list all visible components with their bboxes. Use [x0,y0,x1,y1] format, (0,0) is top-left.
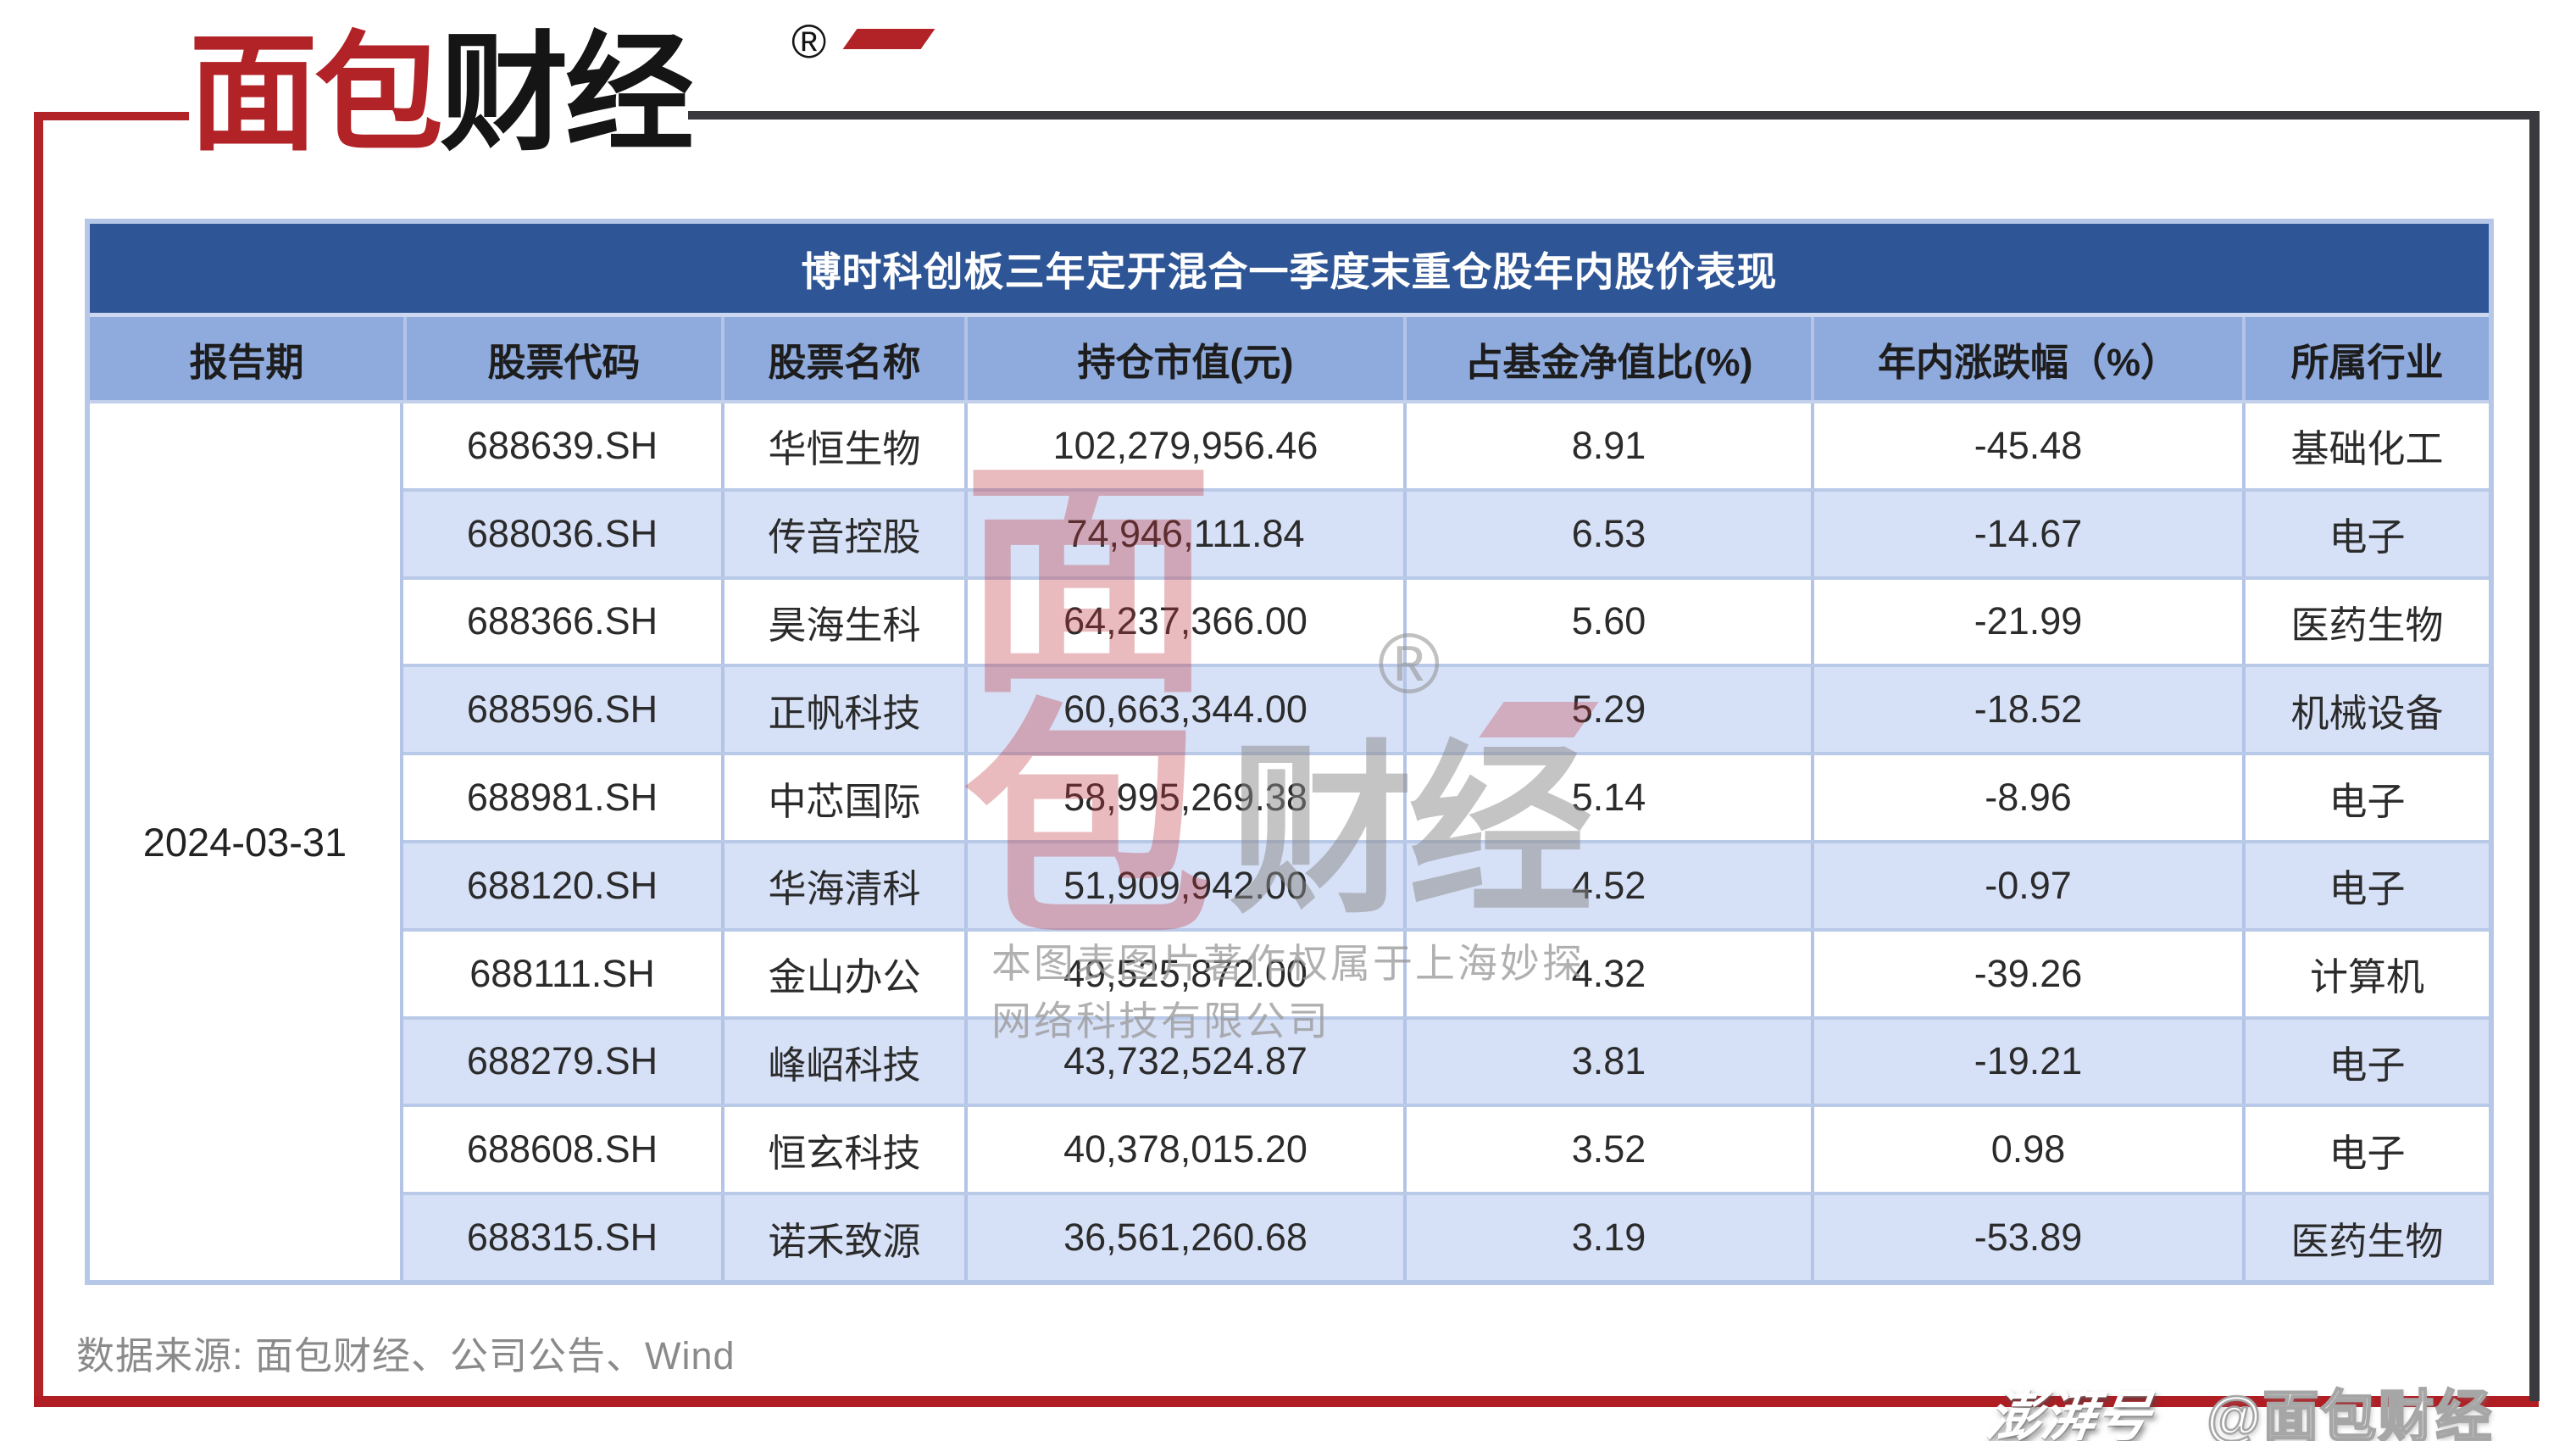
cell-value: 40,378,015.20 [964,1107,1403,1193]
cell-industry: 机械设备 [2242,667,2489,753]
cell-pct: 4.52 [1403,843,1811,928]
column-header-stock-code: 股票代码 [403,317,721,400]
frame-dark-top-line [688,111,2539,120]
cell-name: 昊海生科 [721,579,964,665]
cell-pct: 6.53 [1403,491,1811,576]
cell-code: 688596.SH [466,687,658,732]
cell-change: -0.97 [1811,843,2242,928]
cell-pct: 4.32 [1403,931,1811,1016]
cell-value: 64,237,366.00 [964,579,1403,665]
cell-name: 华海清科 [721,843,964,928]
column-header-stock-name: 股票名称 [721,317,964,400]
cell-industry: 电子 [2242,843,2489,928]
cell-code: 688366.SH [466,599,658,643]
cell-name: 传音控股 [721,491,964,576]
table-row: 688279.SH 峰岹科技 43,732,524.87 3.81 -19.21 电子 [403,1015,2489,1104]
column-header-industry: 所属行业 [2242,317,2489,400]
cell-change: -18.52 [1811,667,2242,753]
cell-change: -21.99 [1811,579,2242,665]
data-source-note: 数据来源: 面包财经、公司公告、Wind [76,1334,736,1377]
column-header-report-date: 报告期 [189,340,304,384]
cell-code: 688111.SH [469,951,655,995]
cell-industry: 电子 [2242,1019,2489,1104]
cell-value: 51,909,942.00 [964,843,1403,928]
cell-pct: 5.60 [1403,579,1811,665]
cell-pct: 3.52 [1403,1107,1811,1193]
table-rows: 688639.SH 华恒生物 102,279,956.46 8.91 -45.48 基础化… [403,403,2489,1280]
cell-value: 60,663,344.00 [964,667,1403,753]
cell-code: 688120.SH [466,863,658,907]
table-row: 688120.SH 华海清科 51,909,942.00 4.52 -0.97 电子 [403,839,2489,928]
cell-industry: 电子 [2242,1107,2489,1193]
cell-pct: 8.91 [1403,403,1811,488]
table-row: 688315.SH 诺禾致源 36,561,260.68 3.19 -53.89 医药生物 [403,1192,2489,1280]
table-row: 688981.SH 中芯国际 58,995,269.38 5.14 -8.96 电子 [403,752,2489,840]
account-watermark: @面包财经 [2206,1384,2494,1441]
cell-value: 74,946,111.84 [964,491,1403,576]
cell-name: 华恒生物 [721,403,964,488]
cell-code: 688279.SH [466,1039,658,1083]
brand-logo: 面包 财经 ® [189,14,935,166]
cell-change: -19.21 [1811,1019,2242,1104]
frame-red-left-line [34,112,43,1403]
cell-name: 正帆科技 [721,667,964,753]
cell-code: 688036.SH [466,511,658,555]
cell-code: 688639.SH [466,423,658,467]
brand-logo-red-text: 面包 [189,22,443,166]
cell-name: 诺禾致源 [721,1195,964,1280]
cell-code: 688981.SH [466,776,658,820]
cell-name: 中芯国际 [721,755,964,840]
table-row: 688036.SH 传音控股 74,946,111.84 6.53 -14.67 电子 [403,487,2489,576]
cell-industry: 医药生物 [2242,1195,2489,1280]
holdings-table: 博时科创板三年定开混合一季度末重仓股年内股价表现 报告期 股票代码 股票名称 持… [85,219,2494,1285]
cell-pct: 3.19 [1403,1195,1811,1280]
cell-industry: 计算机 [2242,931,2489,1016]
brand-logo-black-text: 财经 [440,22,694,166]
column-header-market-value: 持仓市值(元) [964,317,1403,400]
cell-change: -8.96 [1811,755,2242,840]
frame-red-bottom-line [34,1396,2539,1407]
frame-red-top-line [34,112,189,120]
cell-value: 58,995,269.38 [964,755,1403,840]
cell-industry: 电子 [2242,491,2489,576]
table-row: 688366.SH 昊海生科 64,237,366.00 5.60 -21.99 医药生物 [403,576,2489,665]
cell-pct: 5.14 [1403,755,1811,840]
cell-code: 688315.SH [466,1216,658,1260]
cell-pct: 3.81 [1403,1019,1811,1104]
column-header-net-value-pct: 占基金净值比(%) [1403,317,1811,400]
cell-name: 峰岹科技 [721,1019,964,1104]
frame-dark-right-line [2529,111,2540,1401]
cell-code: 688608.SH [466,1127,658,1171]
cell-industry: 电子 [2242,755,2489,840]
table-header-row: 报告期 股票代码 股票名称 持仓市值(元) 占基金净值比(%) 年内涨跌幅（%）… [90,317,2489,403]
cell-value: 102,279,956.46 [964,403,1403,488]
cell-value: 49,525,872.00 [964,931,1403,1016]
pengpai-platform-badge: 澎湃号 [1983,1386,2155,1441]
table-row: 688111.SH 金山办公 49,525,872.00 4.32 -39.26 计算机 [403,927,2489,1016]
column-header-ytd-change: 年内涨跌幅（%） [1811,317,2242,400]
registered-trademark-icon: ® [791,14,827,68]
cell-value: 36,561,260.68 [964,1195,1403,1280]
brand-logo-red-accent [842,29,935,49]
cell-change: -39.26 [1811,931,2242,1016]
cell-value: 43,732,524.87 [964,1019,1403,1104]
cell-change: 0.98 [1811,1107,2242,1193]
cell-industry: 医药生物 [2242,579,2489,665]
report-date-cell: 2024-03-31 [90,403,403,1280]
table-row: 688596.SH 正帆科技 60,663,344.00 5.29 -18.52 机械设备 [403,664,2489,753]
cell-pct: 5.29 [1403,667,1811,753]
cell-change: -14.67 [1811,491,2242,576]
table-title: 博时科创板三年定开混合一季度末重仓股年内股价表现 [90,224,2489,317]
cell-change: -45.48 [1811,403,2242,488]
cell-name: 金山办公 [721,931,964,1016]
cell-change: -53.89 [1811,1195,2242,1280]
cell-name: 恒玄科技 [721,1107,964,1193]
cell-industry: 基础化工 [2242,403,2489,488]
table-row: 688608.SH 恒玄科技 40,378,015.20 3.52 0.98 电子 [403,1104,2489,1193]
table-row: 688639.SH 华恒生物 102,279,956.46 8.91 -45.48 基础化… [403,403,2489,488]
